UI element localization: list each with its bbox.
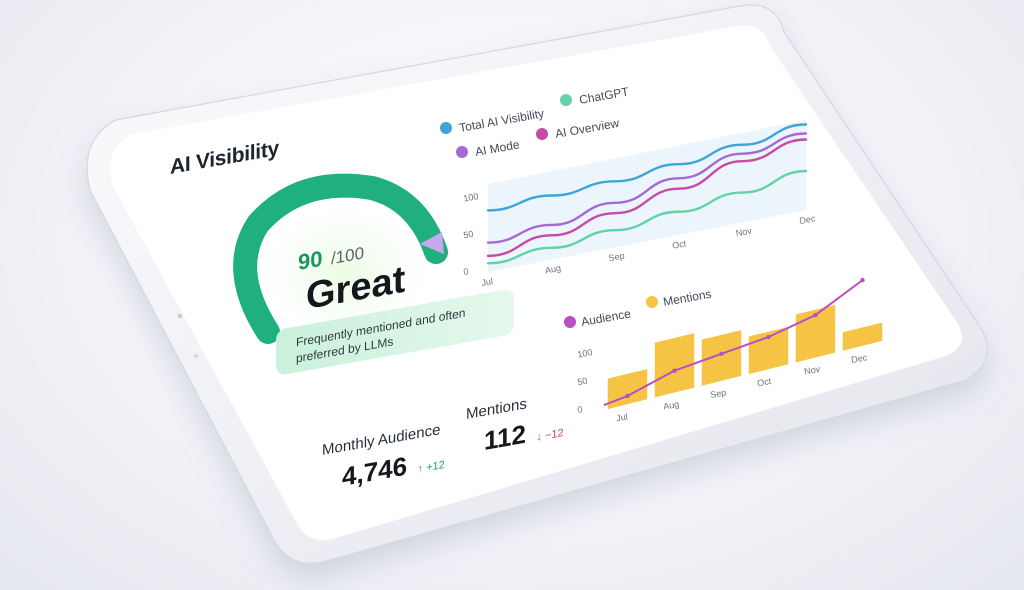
bar-y-tick: 50 — [577, 376, 589, 388]
line-series-chatgpt — [486, 169, 808, 265]
line-series-ai-mode — [486, 132, 808, 244]
line-legend-swatch — [456, 146, 468, 158]
mentions-bar — [748, 326, 789, 375]
line-legend-swatch — [536, 128, 548, 140]
audience-point — [813, 312, 818, 318]
line-legend-label: AI Mode — [474, 137, 521, 159]
bar-x-tick: Dec — [850, 352, 868, 365]
sensor-dot — [194, 354, 198, 358]
audience-point — [672, 368, 677, 373]
bar-legend-label: Mentions — [662, 287, 712, 309]
line-legend-label: Total AI Visibility — [458, 106, 545, 135]
bar-x-tick: Sep — [709, 387, 727, 400]
line-series-total-ai-visibility — [486, 123, 808, 212]
audience-point — [860, 277, 865, 283]
bar-x-tick: Nov — [803, 364, 821, 377]
bar-x-tick: Jul — [615, 411, 628, 423]
line-legend-swatch — [440, 122, 452, 134]
line-legend-swatch — [560, 94, 572, 106]
bar-legend-swatch — [646, 296, 658, 308]
line-x-tick: Oct — [671, 238, 687, 250]
bar-x-tick: Aug — [662, 399, 680, 412]
audience-point — [625, 393, 630, 399]
mentions-bar — [654, 333, 695, 398]
line-y-tick: 0 — [463, 266, 470, 277]
gauge-track — [233, 173, 448, 344]
bar-legend-swatch — [564, 316, 576, 328]
audience-point — [719, 351, 724, 356]
gauge-indicator — [420, 232, 444, 254]
bar-legend-label: Audience — [580, 306, 632, 329]
line-series-ai-overview — [486, 138, 808, 258]
line-y-tick: 100 — [463, 191, 480, 203]
line-x-tick: Aug — [544, 263, 562, 276]
mentions-bar — [701, 330, 742, 386]
bar-x-tick: Oct — [756, 376, 772, 388]
line-x-tick: Dec — [799, 213, 817, 226]
line-legend-label: AI Overview — [554, 116, 620, 141]
line-x-tick: Sep — [608, 251, 626, 264]
line-y-tick: 50 — [463, 229, 475, 241]
mentions-bar — [842, 322, 883, 351]
line-x-tick: Nov — [735, 226, 753, 239]
audience-point — [766, 334, 771, 340]
line-legend-label: ChatGPT — [578, 84, 630, 107]
line-x-tick: Jul — [481, 276, 494, 288]
bar-y-tick: 0 — [577, 404, 584, 415]
camera-dot — [177, 313, 183, 319]
bar-y-tick: 100 — [577, 347, 594, 359]
